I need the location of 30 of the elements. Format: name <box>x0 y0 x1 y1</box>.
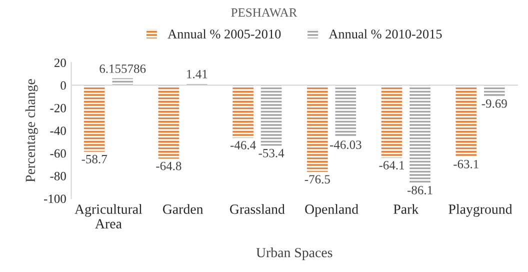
data-label: -58.7 <box>82 154 107 164</box>
x-axis-title: Urban Spaces <box>256 248 332 260</box>
data-label: -76.5 <box>304 175 330 184</box>
x-tick-label: Openland <box>305 204 358 217</box>
y-tick-label: 0 <box>60 81 66 90</box>
data-label: -86.1 <box>407 186 432 194</box>
x-tick-label: Garden <box>162 204 204 214</box>
x-tick-label: Park <box>394 204 419 214</box>
y-tick-label: -60 <box>50 149 66 158</box>
y-tick-label: -40 <box>50 126 66 136</box>
data-label: -46.03 <box>330 140 362 150</box>
y-tick-label: 20 <box>54 58 66 68</box>
y-tick-label: -100 <box>44 194 66 204</box>
x-tick-label: Agricultural Area <box>74 204 142 228</box>
data-label: -46.4 <box>230 140 256 150</box>
y-tick-label: -20 <box>50 104 66 112</box>
x-tick-label: Playground <box>448 204 512 217</box>
data-label: 6.155786 <box>100 64 146 73</box>
legend-label: Annual % 2010-2015 <box>328 29 442 39</box>
chart-title: PESHAWAR <box>231 8 298 17</box>
data-label: -63.1 <box>454 160 478 168</box>
legend-label: Annual % 2005-2010 <box>168 29 281 39</box>
data-label: -9.69 <box>482 99 507 108</box>
data-label: -64.1 <box>379 161 404 170</box>
y-axis-title: Percentage change <box>25 79 38 182</box>
data-label: -53.4 <box>258 148 284 158</box>
x-tick-label: Grassland <box>230 204 285 214</box>
data-label: -64.8 <box>156 162 182 170</box>
data-label: 1.41 <box>187 70 208 78</box>
y-tick-label: -80 <box>50 172 66 180</box>
